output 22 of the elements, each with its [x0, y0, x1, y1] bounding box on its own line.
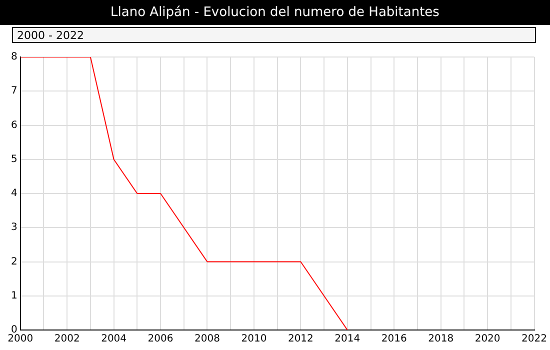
y-tick-label: 2 [10, 256, 18, 268]
y-tick-label: 7 [10, 86, 18, 97]
y-tick-label: 5 [10, 154, 18, 165]
x-tick-label: 2014 [334, 334, 360, 345]
y-tick-label: 1 [10, 290, 18, 302]
x-tick-label: 2002 [54, 334, 80, 345]
chart-subtitle: 2000 - 2022 [12, 27, 536, 43]
chart-title: Llano Alipán - Evolucion del numero de Habitantes [0, 0, 550, 25]
y-tick-label: 6 [10, 120, 18, 131]
y-tick-label: 4 [10, 188, 18, 200]
x-tick-label: 2018 [428, 334, 454, 345]
x-tick-label: 2006 [148, 334, 174, 345]
y-tick-label: 8 [10, 52, 18, 63]
x-tick-label: 2020 [474, 334, 500, 345]
x-tick-label: 2004 [101, 334, 127, 345]
x-tick-label: 2022 [522, 334, 547, 345]
x-tick-label: 2016 [381, 334, 407, 345]
y-tick-label: 3 [10, 222, 18, 234]
x-tick-label: 2000 [8, 334, 34, 345]
x-tick-label: 2010 [241, 334, 267, 345]
x-tick-label: 2012 [288, 334, 314, 345]
x-tick-label: 2008 [194, 334, 220, 345]
